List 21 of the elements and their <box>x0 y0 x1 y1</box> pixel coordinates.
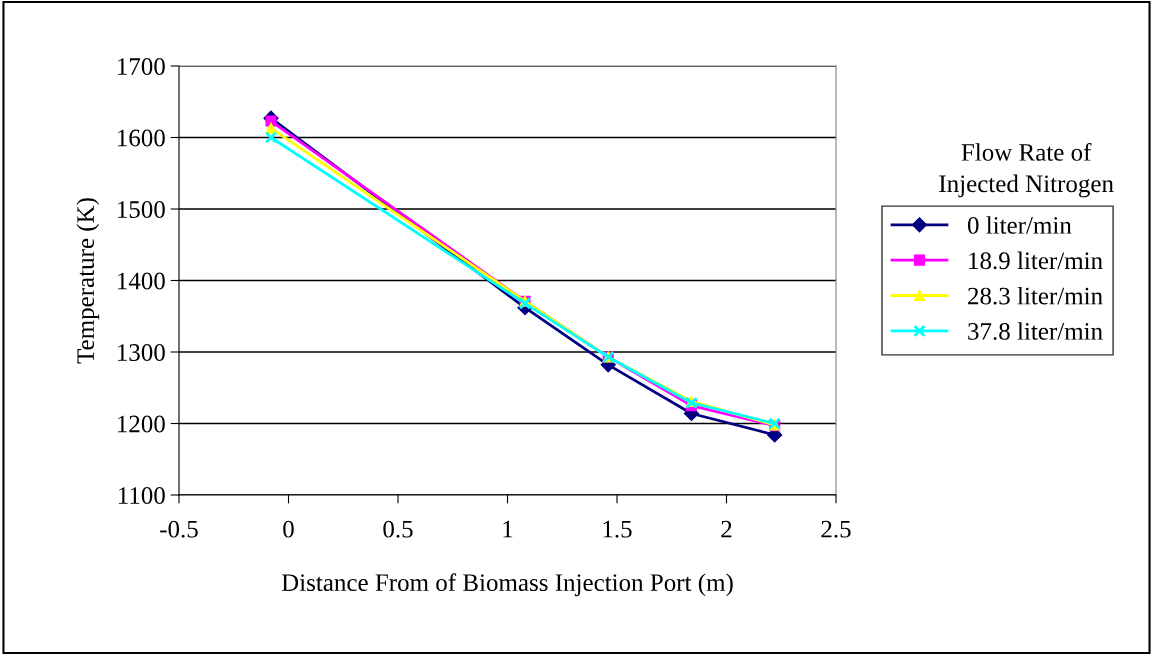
y-tick-label: 1100 <box>118 487 165 504</box>
legend-label: 18.9 liter/min <box>969 251 1103 270</box>
y-tick-label: 1600 <box>118 129 165 147</box>
y-tick-label: 1300 <box>118 344 165 361</box>
x-tick-label: 0 <box>283 520 294 538</box>
y-tick-label: 1400 <box>118 272 165 290</box>
x-tick-label: 2.5 <box>821 520 851 538</box>
x-tick-label: 1 <box>503 520 513 538</box>
legend-label: 28.3 liter/min <box>968 286 1103 305</box>
x-axis-title: Distance From of Biomass Injection Port (m) <box>281 573 733 597</box>
x-tick-label: 1.5 <box>603 520 632 538</box>
y-axis-title: Temperature (K) <box>76 198 100 364</box>
y-tick-label: 1700 <box>118 58 165 75</box>
y-tick-label: 1500 <box>118 201 165 218</box>
x-tick-label: 0.5 <box>383 520 413 538</box>
legend-label: 37.8 liter/min <box>968 322 1103 340</box>
legend-label: 0 liter/min <box>967 216 1072 234</box>
legend-title: Flow Rate of Injected Nitrogen <box>939 143 1114 198</box>
x-tick-label: 2 <box>721 520 732 538</box>
y-tick-label: 1200 <box>118 415 165 433</box>
x-tick-label: -0.5 <box>160 520 198 538</box>
